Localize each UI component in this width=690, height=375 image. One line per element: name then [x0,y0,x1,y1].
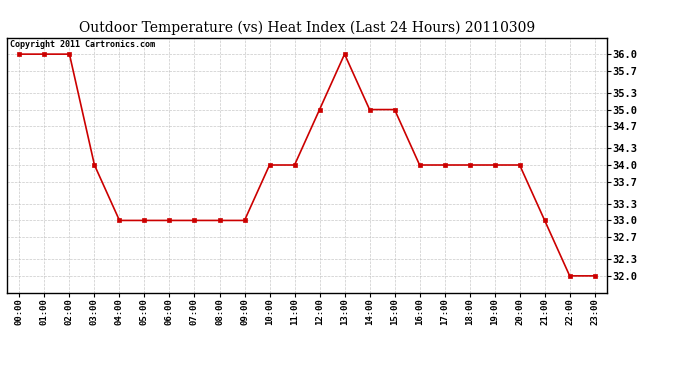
Text: Copyright 2011 Cartronics.com: Copyright 2011 Cartronics.com [10,40,155,49]
Title: Outdoor Temperature (vs) Heat Index (Last 24 Hours) 20110309: Outdoor Temperature (vs) Heat Index (Las… [79,21,535,35]
